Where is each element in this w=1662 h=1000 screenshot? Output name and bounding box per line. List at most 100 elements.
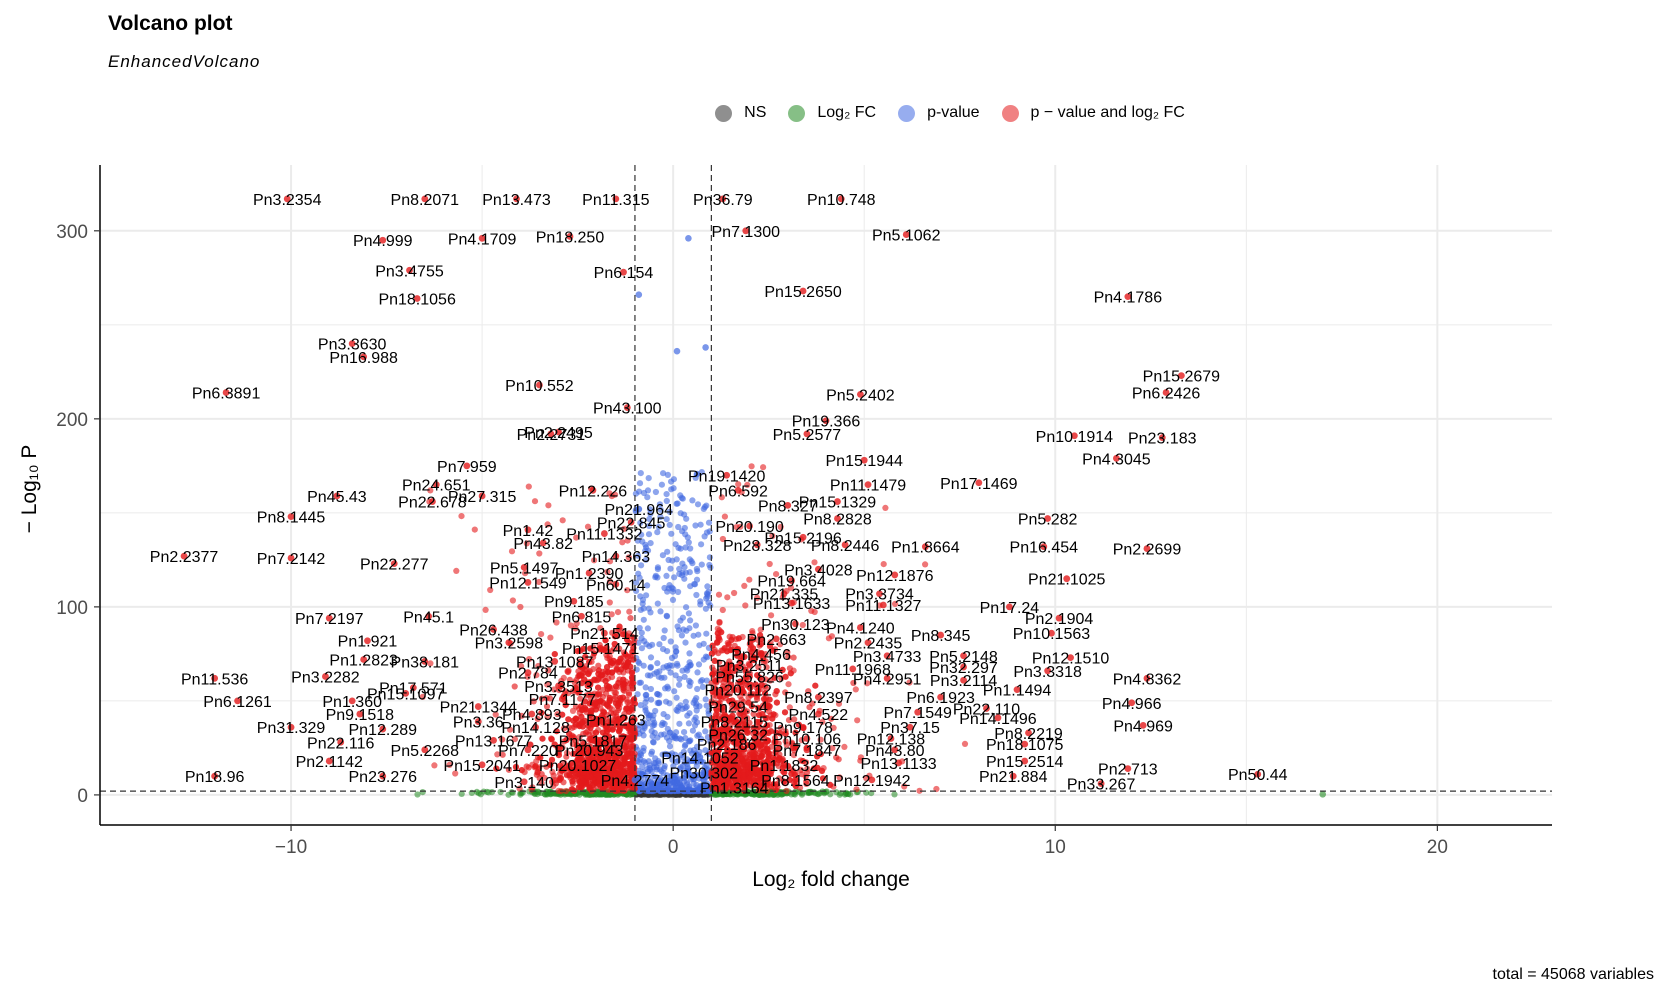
- data-point: [545, 502, 552, 509]
- data-point: [595, 684, 602, 691]
- point-label: Pn4.2951: [853, 671, 922, 688]
- point-label: Pn14.363: [582, 549, 651, 566]
- data-point: [676, 720, 683, 727]
- data-point: [704, 583, 711, 590]
- data-point: [666, 780, 673, 787]
- data-point: [790, 654, 797, 661]
- data-point: [658, 481, 666, 488]
- data-point: [606, 599, 613, 606]
- data-point: [640, 489, 648, 497]
- data-point: [693, 591, 700, 599]
- point-label: Pn12.1942: [833, 773, 911, 790]
- data-point: [882, 504, 889, 511]
- point-label: Pn38.181: [391, 654, 460, 671]
- data-point: [635, 552, 642, 559]
- point-label: Pn6.815: [552, 609, 612, 626]
- data-point: [638, 562, 645, 569]
- data-point: [659, 552, 667, 559]
- data-point: [702, 728, 709, 735]
- data-point: [666, 737, 673, 745]
- data-point: [863, 789, 870, 796]
- point-label: Pn20.112: [704, 683, 771, 700]
- data-point: [698, 541, 705, 548]
- data-point: [660, 664, 667, 671]
- data-point: [673, 694, 680, 701]
- y-tick-label: 100: [56, 598, 88, 619]
- data-point: [458, 513, 465, 520]
- data-point: [614, 609, 622, 616]
- data-point: [661, 765, 668, 772]
- data-point: [702, 747, 709, 754]
- point-label: Pn3.140: [494, 775, 554, 792]
- data-point: [677, 617, 684, 624]
- data-point: [685, 539, 692, 546]
- point-label: Pn15.1944: [826, 453, 904, 470]
- data-point: [694, 685, 701, 693]
- data-point: [694, 669, 701, 676]
- data-point: [635, 570, 642, 577]
- data-point: [682, 531, 689, 538]
- point-label: Pn5.282: [1018, 512, 1078, 529]
- data-point: [572, 716, 580, 723]
- data-point: [663, 572, 670, 580]
- data-point: [703, 677, 710, 684]
- data-point: [664, 588, 671, 595]
- data-point: [620, 761, 628, 768]
- point-label: Pn3.36: [453, 715, 504, 732]
- data-point: [746, 576, 753, 583]
- point-label: Pn50.44: [1228, 767, 1288, 784]
- data-point: [643, 592, 650, 599]
- data-point: [482, 606, 489, 614]
- data-point: [642, 547, 649, 555]
- data-point: [695, 661, 703, 668]
- data-point: [741, 582, 748, 590]
- data-point: [704, 788, 711, 795]
- data-point: [453, 567, 460, 575]
- point-label: Pn18.1056: [378, 292, 456, 309]
- legend-label: Log₂ FC: [817, 104, 877, 121]
- data-point: [419, 789, 426, 796]
- data-point: [686, 625, 693, 632]
- data-point: [669, 756, 676, 763]
- data-point: [687, 747, 694, 754]
- data-point: [637, 470, 644, 477]
- data-point: [646, 515, 653, 523]
- point-label: Pn7.2197: [295, 611, 364, 628]
- point-label: Pn6.154: [594, 265, 654, 282]
- x-tick-label: 20: [1427, 837, 1448, 858]
- data-point: [654, 564, 662, 571]
- data-point: [703, 762, 710, 770]
- data-point: [664, 772, 671, 779]
- point-label: Pn4.969: [1113, 718, 1173, 735]
- data-point: [668, 530, 675, 537]
- point-label: Pn21.1025: [1028, 572, 1106, 589]
- data-point: [638, 629, 645, 636]
- caption: total = 45068 variables: [1492, 966, 1654, 983]
- legend-item-ns: NS: [715, 104, 766, 122]
- data-point: [614, 702, 621, 710]
- data-point: [677, 510, 684, 517]
- point-labels: Pn3.2354 Pn8.2071 Pn13.473 Pn11.315 Pn36.79 P…: [150, 192, 1288, 798]
- data-point: [670, 732, 677, 739]
- data-point: [525, 483, 532, 490]
- data-point: [772, 712, 779, 719]
- point-label: Pn43.100: [593, 401, 662, 418]
- data-point: [638, 645, 646, 652]
- data-point: [828, 715, 835, 722]
- data-point: [766, 560, 773, 568]
- point-label: Pn4.966: [1102, 696, 1162, 713]
- point-label: Pn3.4755: [375, 263, 444, 280]
- data-point: [622, 664, 629, 671]
- data-point: [1319, 791, 1327, 798]
- data-point: [645, 787, 652, 795]
- data-point: [616, 645, 623, 652]
- data-point: [636, 660, 643, 667]
- data-point: [667, 565, 674, 572]
- data-point: [678, 632, 686, 639]
- data-point: [671, 771, 679, 779]
- data-point: [647, 664, 654, 671]
- data-point: [820, 765, 827, 772]
- data-point: [655, 523, 662, 530]
- data-point: [655, 700, 663, 707]
- data-point: [668, 654, 676, 662]
